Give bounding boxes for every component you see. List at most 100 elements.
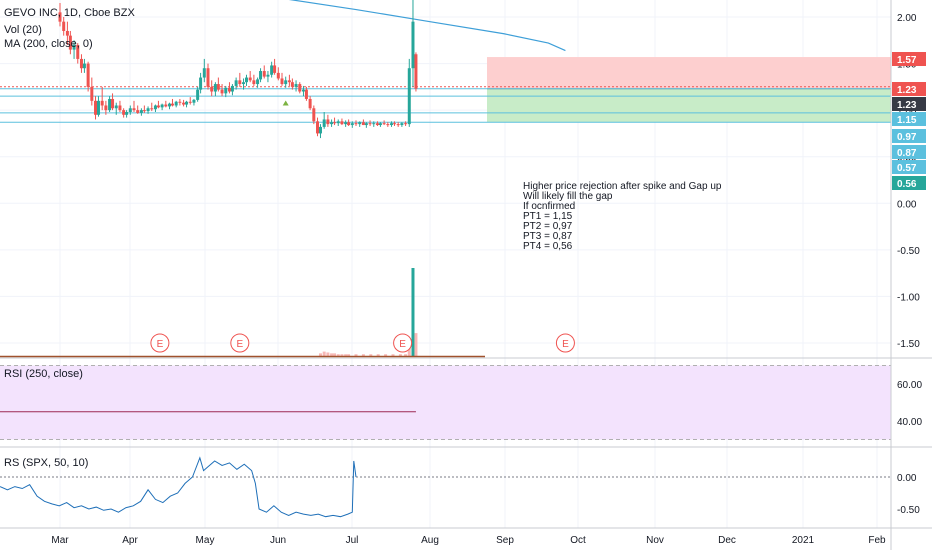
candle bbox=[220, 84, 224, 97]
candle-body bbox=[164, 104, 168, 107]
candle-body bbox=[114, 105, 118, 109]
candle bbox=[372, 121, 376, 127]
ma-legend[interactable]: MA (200, close, 0) bbox=[4, 38, 93, 50]
price-badge[interactable]: 1.57 bbox=[892, 52, 926, 66]
candle-body bbox=[156, 105, 160, 108]
candle-body bbox=[372, 123, 376, 125]
candle bbox=[361, 119, 365, 126]
candle-body bbox=[139, 110, 143, 113]
price-badge[interactable]: 0.87 bbox=[892, 145, 926, 159]
candle bbox=[358, 121, 362, 127]
candle bbox=[164, 100, 168, 108]
price-tick: 2.00 bbox=[897, 13, 917, 24]
candle bbox=[411, 0, 415, 87]
candle bbox=[160, 103, 164, 111]
candle-body bbox=[386, 124, 390, 126]
symbol-legend[interactable]: GEVO INC, 1D, Cboe BZX bbox=[4, 7, 135, 19]
earnings-circle bbox=[555, 333, 575, 353]
volume-bar bbox=[322, 351, 326, 356]
candle-body bbox=[322, 119, 326, 127]
candle bbox=[150, 102, 154, 112]
candle bbox=[347, 119, 351, 126]
price-badge[interactable]: 0.56 bbox=[892, 176, 926, 190]
candle bbox=[392, 121, 396, 126]
candle bbox=[318, 124, 322, 139]
candle-body bbox=[350, 123, 354, 126]
candle-body bbox=[79, 58, 83, 69]
candle-body bbox=[153, 105, 157, 110]
earnings-circle bbox=[230, 333, 250, 353]
vol-legend[interactable]: Vol (20) bbox=[4, 24, 42, 36]
candle-body bbox=[411, 21, 415, 69]
candle bbox=[94, 96, 98, 120]
candle bbox=[104, 100, 108, 115]
candle-body bbox=[308, 98, 312, 109]
candle-body bbox=[361, 122, 365, 126]
candle bbox=[82, 58, 86, 73]
candle bbox=[308, 96, 312, 111]
annotation-line: If ocnfirmed bbox=[523, 201, 575, 212]
candle bbox=[122, 108, 126, 118]
candle bbox=[294, 80, 298, 92]
candle bbox=[132, 100, 136, 113]
candle bbox=[86, 61, 90, 92]
earnings-circle bbox=[150, 333, 170, 353]
time-tick: Mar bbox=[51, 535, 69, 546]
price-badge[interactable]: 0.57 bbox=[892, 160, 926, 174]
candle bbox=[287, 74, 291, 86]
annotation-line: PT2 = 0,97 bbox=[523, 221, 573, 232]
candle bbox=[199, 72, 203, 94]
candle bbox=[244, 74, 248, 86]
candle-body bbox=[294, 84, 298, 87]
price-badge[interactable]: 1.15 bbox=[892, 112, 926, 126]
candle-body bbox=[259, 71, 263, 80]
candle bbox=[234, 77, 238, 90]
candle bbox=[326, 114, 330, 127]
time-axis[interactable]: Mar Apr May Jun Jul Aug Sep Oct Nov Dec 2021 Feb bbox=[51, 535, 886, 546]
rsi-legend[interactable]: RSI (250, close) bbox=[4, 368, 83, 380]
horizontal-levels[interactable] bbox=[0, 86, 891, 150]
earnings-marker[interactable]: E bbox=[555, 333, 575, 353]
candle-body bbox=[316, 121, 320, 134]
candle-body bbox=[312, 108, 316, 122]
candle-body bbox=[111, 98, 115, 109]
time-tick: Feb bbox=[868, 535, 886, 546]
candle-body bbox=[276, 72, 280, 79]
earnings-marker[interactable]: E bbox=[150, 333, 170, 353]
candle bbox=[100, 86, 104, 111]
price-badge[interactable]: 0.97 bbox=[892, 129, 926, 143]
earnings-marker[interactable]: E bbox=[230, 333, 250, 353]
candle bbox=[79, 54, 83, 73]
candle-body bbox=[242, 82, 246, 85]
price-badge[interactable]: 1.23 bbox=[892, 97, 926, 111]
candle bbox=[390, 121, 394, 127]
candle bbox=[108, 96, 112, 113]
candles bbox=[58, 0, 418, 139]
earnings-label: E bbox=[157, 339, 164, 350]
rs-legend[interactable]: RS (SPX, 50, 10) bbox=[4, 457, 88, 469]
candle bbox=[65, 21, 69, 45]
candle bbox=[382, 120, 386, 126]
candle-body bbox=[82, 63, 86, 69]
candle-body bbox=[192, 99, 196, 103]
candle bbox=[202, 58, 206, 83]
position-box[interactable] bbox=[487, 57, 891, 123]
badge-label: 0.97 bbox=[897, 132, 917, 143]
candle bbox=[185, 100, 189, 108]
candle-body bbox=[170, 103, 174, 106]
candle bbox=[304, 86, 308, 101]
rsi-tick: 40.00 bbox=[897, 417, 922, 428]
rs-tick: -0.50 bbox=[897, 505, 920, 516]
annotation-text[interactable]: Higher price rejection after spike and G… bbox=[523, 181, 722, 252]
volume-bar bbox=[391, 354, 395, 356]
badge-bg bbox=[892, 52, 926, 66]
candle bbox=[330, 119, 334, 127]
volume-bar bbox=[376, 354, 380, 356]
earnings-marker[interactable]: E bbox=[393, 333, 413, 353]
price-badge[interactable]: 1.23 bbox=[892, 82, 926, 96]
candle-body bbox=[262, 71, 266, 77]
candle bbox=[206, 63, 210, 90]
price-axis[interactable]: 2.001.501.000.500.00-0.50-1.00-1.5060.00… bbox=[892, 13, 926, 516]
